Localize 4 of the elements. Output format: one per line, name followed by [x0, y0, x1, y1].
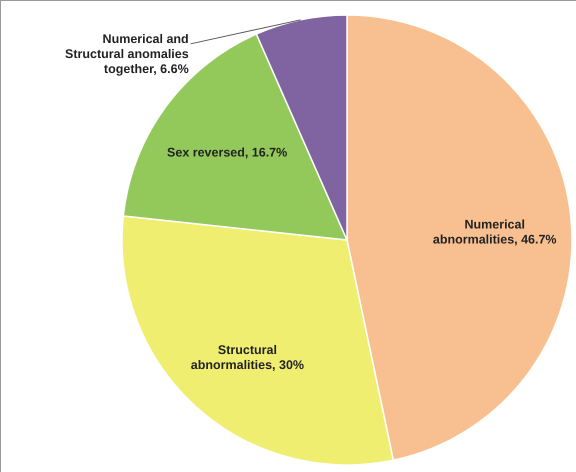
slice-label: Sex reversed, 16.7%: [167, 145, 288, 160]
slice-label: Numerical abnormalities, 46.7%: [432, 218, 557, 247]
slice-label: Numerical and Structural anomalies together, 6.6%: [65, 32, 189, 76]
slice-label: Structural abnormalities, 30%: [190, 343, 304, 372]
